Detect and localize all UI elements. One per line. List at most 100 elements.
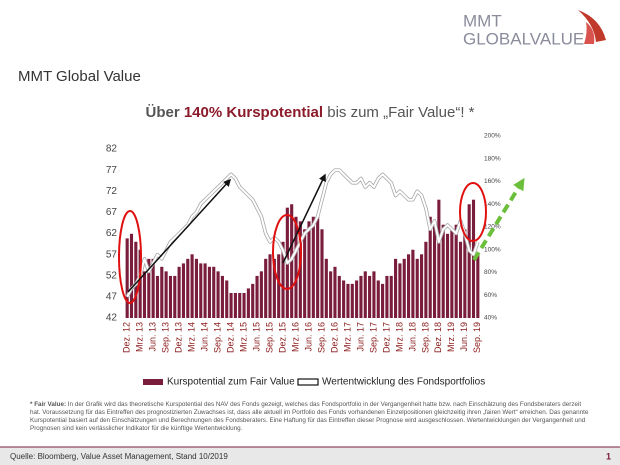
x-tick-label: Dez. 14 <box>225 322 235 353</box>
x-tick-label: Dez. 12 <box>122 322 132 353</box>
bar <box>264 258 268 318</box>
x-tick-label: Sep. 15 <box>264 322 274 353</box>
bar <box>307 221 311 318</box>
bar <box>350 283 354 318</box>
bar <box>303 229 307 318</box>
x-tick-label: Mrz. 13 <box>135 322 145 352</box>
bar <box>277 254 281 318</box>
legend-label: Wertentwicklung des Fondsportfolios <box>322 377 485 388</box>
footnote-label: * Fair Value: <box>30 401 67 408</box>
y-tick-label: 77 <box>106 165 118 176</box>
bar <box>385 275 389 318</box>
x-tick-label: Sep. 14 <box>212 322 222 353</box>
bar <box>359 275 363 318</box>
x-tick-label: Jun. 19 <box>459 322 469 352</box>
bar <box>329 271 333 318</box>
bar <box>454 224 458 318</box>
bar <box>238 292 242 318</box>
x-tick-label: Mrz. 14 <box>186 322 196 352</box>
x-tick-label: Mrz. 17 <box>342 322 352 352</box>
y2-tick-label: 140% <box>484 201 501 208</box>
bar <box>476 254 480 318</box>
x-tick-label: Sep. 19 <box>472 322 482 353</box>
x-tick-label: Jun. 15 <box>251 322 261 352</box>
bar <box>333 266 337 318</box>
trend-arrow <box>127 178 232 293</box>
source: Quelle: Bloomberg, Value Asset Managemen… <box>10 452 228 461</box>
bar <box>173 275 177 318</box>
bar <box>212 266 216 318</box>
title-part: Über <box>145 104 184 121</box>
x-tick-label: Mrz. 19 <box>446 322 456 352</box>
x-tick-label: Dez. 16 <box>329 322 339 353</box>
trend-arrow <box>282 173 326 264</box>
bar <box>355 280 359 318</box>
x-tick-label: Jun. 14 <box>199 322 209 352</box>
bar <box>233 292 237 318</box>
x-tick-label: Dez. 15 <box>277 322 287 353</box>
chart-title: Über 140% Kurspotential bis zum „Fair Va… <box>0 104 620 121</box>
highlight-ellipse <box>272 214 302 290</box>
x-tick-label: Mrz. 18 <box>394 322 404 352</box>
highlight-ellipse <box>118 210 142 304</box>
bar <box>402 258 406 318</box>
bar <box>324 258 328 318</box>
bar <box>177 266 181 318</box>
bar <box>428 216 432 318</box>
logo-text: MMT <box>463 11 502 30</box>
footnote-text: In der Grafik wird das theoretische Kurs… <box>30 401 589 432</box>
bar <box>138 249 142 318</box>
y2-tick-label: 40% <box>484 315 497 322</box>
x-tick-label: Mrz. 15 <box>238 322 248 352</box>
line <box>126 169 479 298</box>
y2-tick-label: 60% <box>484 292 497 299</box>
bar <box>316 216 320 318</box>
bar <box>441 224 445 318</box>
bar <box>463 229 467 318</box>
y2-tick-label: 80% <box>484 269 497 276</box>
y-tick-label: 67 <box>106 207 118 218</box>
bar <box>225 280 229 318</box>
bar <box>190 254 194 318</box>
bar <box>220 275 224 318</box>
bar <box>342 280 346 318</box>
bar <box>255 275 259 318</box>
bar <box>376 280 380 318</box>
bar <box>246 288 250 318</box>
x-tick-label: Mrz. 16 <box>290 322 300 352</box>
bar <box>372 271 376 318</box>
bar <box>242 292 246 318</box>
bar <box>181 263 186 318</box>
bar <box>251 283 255 318</box>
bar <box>337 275 341 318</box>
bar <box>415 258 419 318</box>
y-tick-label: 42 <box>106 313 118 324</box>
x-tick-label: Jun. 13 <box>148 322 158 352</box>
bar <box>294 216 298 318</box>
bar <box>164 271 168 318</box>
bar <box>419 254 424 318</box>
bar <box>207 266 211 318</box>
x-tick-label: Sep. 16 <box>316 322 326 353</box>
bar <box>381 283 385 318</box>
forecast-arrow <box>472 177 525 262</box>
y-tick-label: 82 <box>106 144 118 155</box>
bar <box>432 224 437 318</box>
bar <box>281 241 285 318</box>
bar <box>346 283 350 318</box>
bar <box>155 275 160 318</box>
bar <box>311 216 315 318</box>
bar <box>437 199 441 318</box>
y-tick-label: 52 <box>106 270 118 281</box>
y-tick-label: 47 <box>106 292 118 303</box>
legend-swatch <box>297 378 319 386</box>
bar <box>199 263 203 318</box>
footer-band <box>0 447 620 465</box>
y2-tick-label: 200% <box>484 133 501 140</box>
bar <box>151 258 155 318</box>
bar <box>389 275 393 318</box>
footnote: * Fair Value: In der Grafik wird das the… <box>30 401 590 433</box>
slide-title: MMT Global Value <box>18 68 141 85</box>
